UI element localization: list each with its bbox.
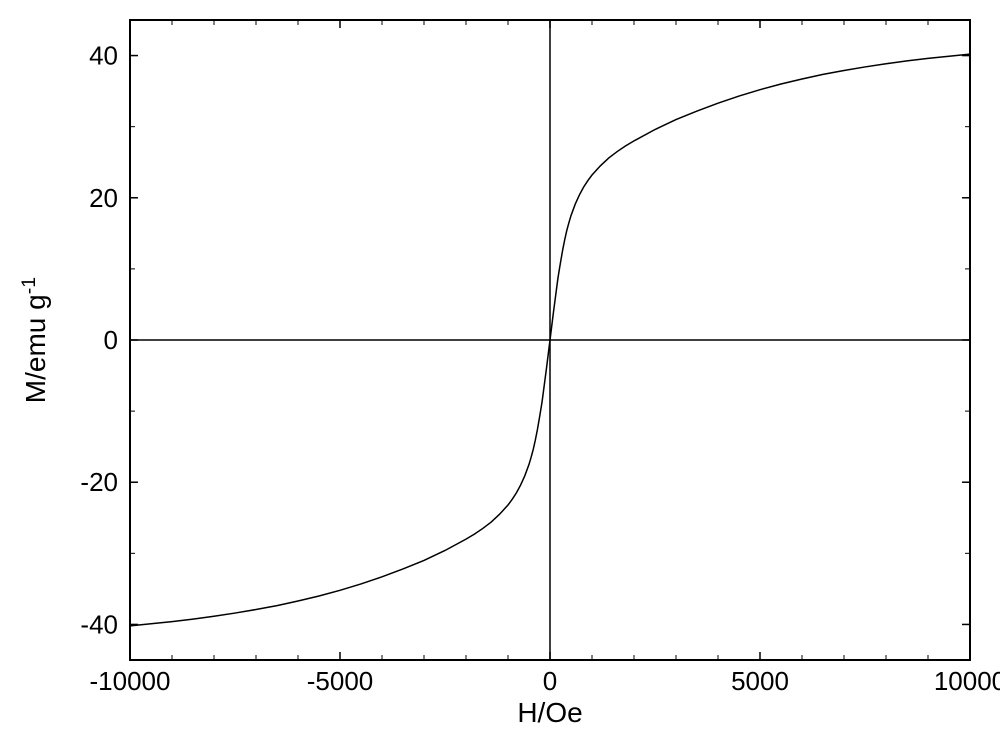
y-tick-label: 20 xyxy=(89,183,118,213)
x-tick-label: 0 xyxy=(543,666,557,696)
hysteresis-chart: -10000 -5000 0 5000 10000 -40 -20 0 20 40 H/Oe M/em… xyxy=(0,0,1000,729)
chart-svg: -10000 -5000 0 5000 10000 -40 -20 0 20 40 H/Oe M/em… xyxy=(0,0,1000,729)
x-axis-label: H/Oe xyxy=(517,697,582,728)
x-tick-label: 10000 xyxy=(934,666,1000,696)
y-tick-label: -20 xyxy=(80,467,118,497)
x-tick-label: -10000 xyxy=(90,666,171,696)
y-tick-label: 40 xyxy=(89,41,118,71)
x-tick-label: -5000 xyxy=(307,666,374,696)
y-tick-label: 0 xyxy=(104,325,118,355)
x-tick-label: 5000 xyxy=(731,666,789,696)
y-tick-label: -40 xyxy=(80,609,118,639)
y-axis-label: M/emu g-1 xyxy=(18,277,51,403)
